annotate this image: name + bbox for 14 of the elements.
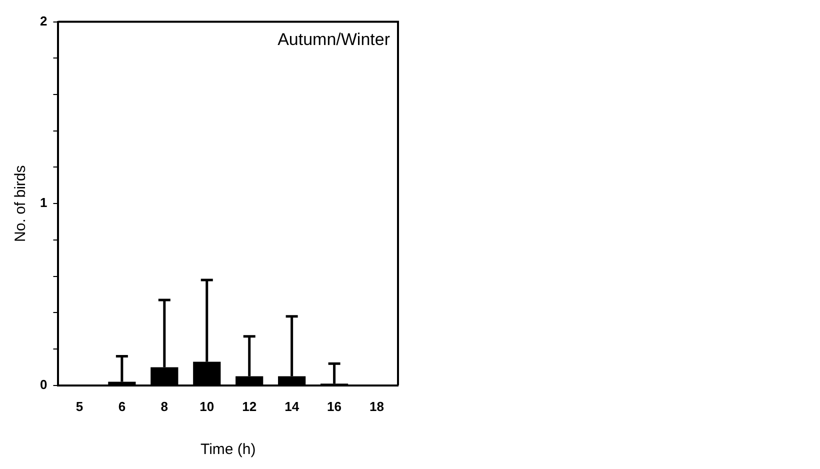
x-tick-label: 14 [284,398,300,414]
x-tick-label: 18 [370,398,384,414]
annotation: Autumn/Winter [278,30,390,49]
x-tick-label: 5 [76,398,84,414]
y-tick-label: 1 [40,195,48,210]
x-tick-label: 8 [160,398,168,414]
y-tick-label: 0 [40,376,48,392]
x-tick-label: 12 [242,398,257,414]
x-tick-label: 10 [200,398,214,414]
y-axis-title: No. of birds [12,165,30,242]
x-tick-label: 6 [118,398,126,414]
y-tick-label: 2 [40,13,48,28]
x-axis-title: Time (h) [200,441,256,458]
x-tick-label: 16 [327,398,342,414]
